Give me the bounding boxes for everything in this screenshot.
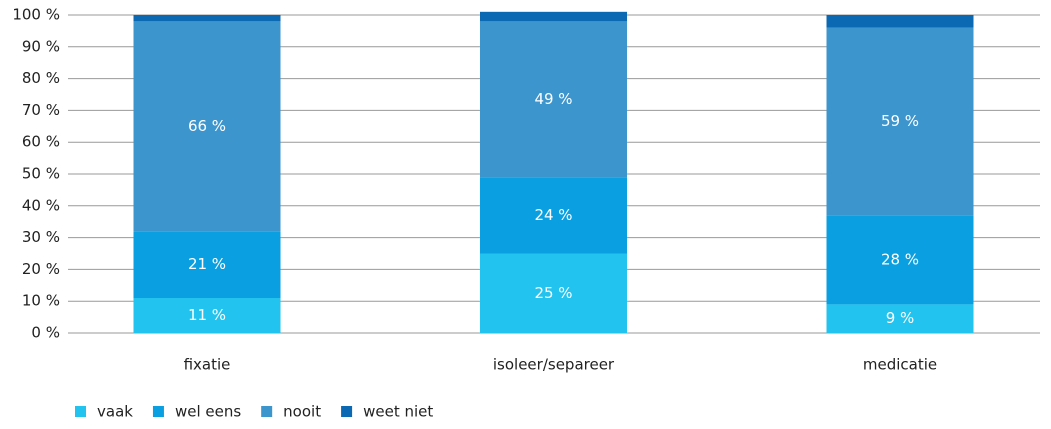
data-label: 59 % — [881, 112, 919, 130]
y-tick-label: 40 % — [22, 196, 60, 214]
y-tick-label: 60 % — [22, 133, 60, 151]
data-label: 11 % — [188, 306, 226, 324]
legend-label: nooit — [283, 403, 321, 421]
bar-segment — [480, 21, 627, 178]
y-tick-label: 70 % — [22, 101, 60, 119]
legend-swatch — [341, 406, 353, 417]
data-label: 24 % — [534, 206, 572, 224]
y-tick-label: 90 % — [22, 37, 60, 55]
bar-segment — [826, 27, 974, 216]
y-tick-label: 80 % — [22, 69, 60, 87]
data-label: 9 % — [886, 309, 915, 327]
legend-label: weet niet — [363, 403, 433, 421]
bar-segment — [826, 15, 974, 28]
legend-label: vaak — [97, 403, 133, 421]
bar-segment — [133, 298, 281, 333]
y-tick-label: 0 % — [31, 324, 60, 342]
legend-swatch — [152, 406, 164, 417]
bar-segment — [480, 11, 627, 22]
x-tick-label: medicatie — [863, 356, 937, 374]
data-label: 25 % — [534, 284, 572, 302]
bar-segment — [480, 177, 627, 254]
y-tick-label: 10 % — [22, 292, 60, 310]
bar-segment — [480, 253, 627, 333]
y-tick-label: 100 % — [12, 6, 60, 24]
legend-label: wel eens — [175, 403, 241, 421]
data-label: 28 % — [881, 250, 919, 268]
bar-segment — [133, 21, 281, 232]
y-tick-label: 30 % — [22, 228, 60, 246]
bar-segment — [826, 304, 974, 333]
y-tick-label: 50 % — [22, 165, 60, 183]
data-label: 66 % — [188, 117, 226, 135]
x-tick-label: isoleer/separeer — [493, 356, 615, 374]
bar-segment — [133, 231, 281, 299]
data-label: 49 % — [534, 90, 572, 108]
bar-segment — [826, 215, 974, 305]
y-tick-label: 20 % — [22, 260, 60, 278]
x-tick-label: fixatie — [184, 356, 231, 374]
data-label: 21 % — [188, 255, 226, 273]
legend-swatch — [75, 406, 86, 417]
legend-swatch — [261, 406, 273, 417]
bar-segment — [133, 15, 281, 22]
